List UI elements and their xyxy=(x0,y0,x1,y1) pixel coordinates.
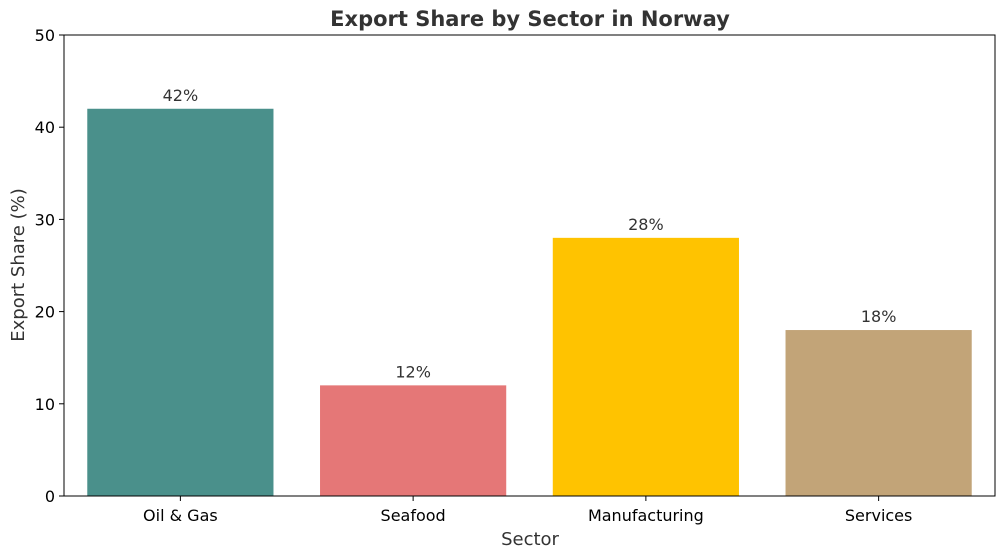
y-tick-label: 30 xyxy=(35,210,55,229)
x-tick-label: Seafood xyxy=(381,506,446,525)
data-label-services: 18% xyxy=(861,307,897,326)
y-axis: 0 10 20 30 40 50 xyxy=(35,26,64,506)
y-tick-label: 40 xyxy=(35,118,55,137)
plot-frame xyxy=(63,34,996,497)
y-tick-label: 0 xyxy=(45,487,55,506)
data-label-seafood: 12% xyxy=(395,362,431,381)
x-tick-label: Services xyxy=(845,506,912,525)
data-labels-group: 42% 12% 28% 18% xyxy=(163,86,897,382)
y-tick-label: 20 xyxy=(35,303,55,322)
bar-seafood xyxy=(320,385,507,496)
x-axis-label: Sector xyxy=(501,529,559,550)
y-tick-label: 50 xyxy=(35,26,55,45)
data-label-oil-gas: 42% xyxy=(163,86,199,105)
x-tick-label: Manufacturing xyxy=(588,506,704,525)
bars-group xyxy=(87,108,972,496)
data-label-manufacturing: 28% xyxy=(628,215,664,234)
x-tick-label: Oil & Gas xyxy=(143,506,218,525)
bar-manufacturing xyxy=(552,237,739,496)
x-axis: Oil & Gas Seafood Manufacturing Services xyxy=(143,496,912,525)
chart-title: Export Share by Sector in Norway xyxy=(330,7,730,31)
y-tick-label: 10 xyxy=(35,395,55,414)
bar-oil-gas xyxy=(87,108,274,496)
bar-services xyxy=(785,330,972,496)
y-axis-label: Export Share (%) xyxy=(8,188,29,341)
